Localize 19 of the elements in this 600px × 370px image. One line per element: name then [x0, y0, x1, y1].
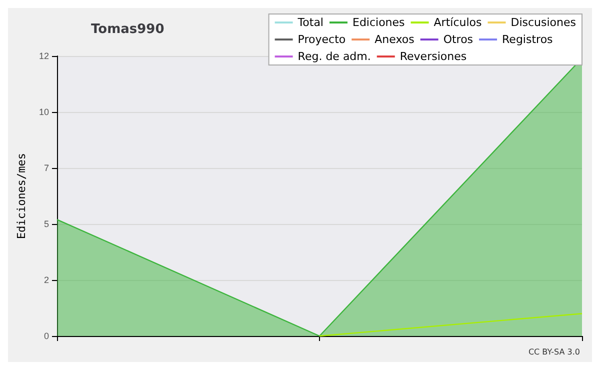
chart-title: Tomas990	[91, 22, 164, 37]
y-tick-label: 10	[38, 107, 49, 117]
legend-label: Total	[296, 16, 324, 29]
y-axis-title: Ediciones/mes	[15, 152, 28, 240]
legend-label: Proyecto	[298, 33, 346, 46]
legend-label: Discusiones	[510, 16, 576, 29]
legend-label: Anexos	[374, 33, 415, 46]
y-tick-label: 12	[38, 51, 49, 61]
text: CC BY-SA 3.0	[528, 348, 580, 356]
legend-label: Registros	[502, 33, 554, 46]
legend-label: Otros	[443, 33, 474, 46]
legend-label: Artículos	[434, 16, 482, 29]
y-tick-label: 0	[44, 331, 49, 341]
y-tick-label: 7	[44, 163, 49, 173]
y-tick-label: 2	[44, 275, 49, 285]
legend-label: Ediciones	[352, 16, 406, 29]
legend-label: Reg. de adm.	[298, 50, 371, 63]
legend-label: Reversiones	[400, 50, 467, 63]
y-tick-label: 5	[44, 219, 49, 229]
